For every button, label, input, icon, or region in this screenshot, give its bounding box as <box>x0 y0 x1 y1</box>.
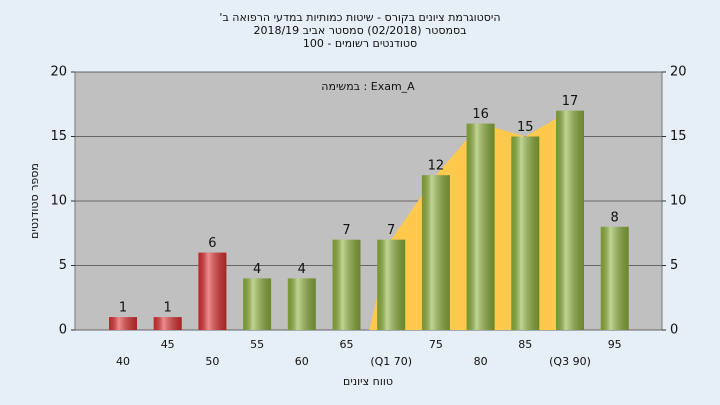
bar-shine <box>198 252 227 330</box>
x-tick-label: 50 <box>205 355 219 368</box>
x-tick-label: (Q3 90) <box>549 355 591 368</box>
x-tick-label: 55 <box>250 338 264 351</box>
y-tick-label: 10 <box>50 194 67 209</box>
value-label: 1 <box>164 301 172 316</box>
value-label: 15 <box>517 120 534 135</box>
title: היסטוגרמת ציונים בקורס - שיטות כמותיות ב… <box>219 11 500 24</box>
title: סטודנטים רשומים - 100 <box>303 37 417 50</box>
bar-shine <box>511 136 540 330</box>
y-tick-label: 5 <box>59 258 67 273</box>
value-label: 7 <box>387 223 395 238</box>
value-label: 12 <box>428 159 445 174</box>
x-tick-label: (Q1 70) <box>370 355 412 368</box>
x-tick-label: 85 <box>518 338 532 351</box>
y2-tick-label: 5 <box>670 258 678 273</box>
y2-tick-label: 20 <box>670 65 687 80</box>
x-tick-label: 80 <box>474 355 488 368</box>
x-tick-label: 60 <box>295 355 309 368</box>
x-tick-label: 40 <box>116 355 130 368</box>
value-label: 17 <box>562 94 579 109</box>
value-label: 8 <box>611 210 619 225</box>
value-label: 7 <box>342 223 350 238</box>
value-label: 16 <box>472 107 489 122</box>
y2-tick-label: 0 <box>670 323 678 338</box>
y-tick-label: 0 <box>59 323 67 338</box>
bar-shine <box>466 123 495 330</box>
value-label: 4 <box>253 262 261 277</box>
y-tick-label: 15 <box>50 129 67 144</box>
value-label: 1 <box>119 301 127 316</box>
annotation: במשימה : Exam_A <box>321 80 415 93</box>
y2-tick-label: 15 <box>670 129 687 144</box>
bar-shine <box>332 239 361 330</box>
x-tick-label: 75 <box>429 338 443 351</box>
bar-shine <box>556 110 584 330</box>
title: בסמסטר (02/2018) סמסטר אביב 2018/19 <box>253 24 466 37</box>
x-tick-label: 95 <box>608 338 622 351</box>
bar-shine <box>421 175 450 330</box>
y-axis-label: מספר סטודנטים <box>28 163 41 239</box>
bar-shine <box>377 239 406 330</box>
bar-shine <box>243 278 272 330</box>
y-tick-label: 20 <box>50 65 67 80</box>
bar-shine <box>109 317 137 330</box>
y2-tick-label: 10 <box>670 194 687 209</box>
x-tick-label: 65 <box>340 338 354 351</box>
value-label: 6 <box>208 236 216 251</box>
bar-shine <box>153 317 182 330</box>
bar-shine <box>287 278 316 330</box>
x-axis-label: טווח ציונים <box>343 375 393 388</box>
x-tick-label: 45 <box>161 338 175 351</box>
value-label: 4 <box>298 262 306 277</box>
bar-shine <box>600 226 629 330</box>
